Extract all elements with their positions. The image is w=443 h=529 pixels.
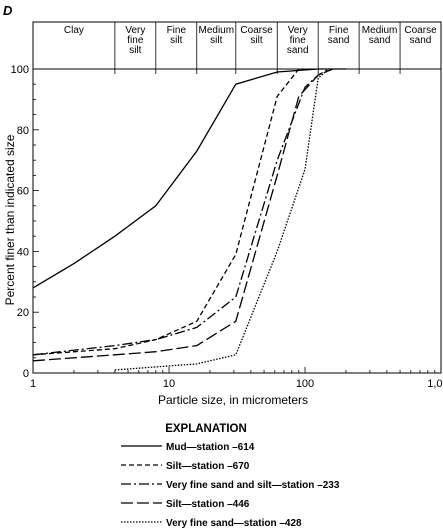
y-axis-title: Percent finer than indicated size (3, 134, 17, 305)
size-class-label: sand (369, 35, 391, 46)
size-class-band: Clay VeryfinesiltFinesiltMediumsiltCoarse… (32, 21, 442, 70)
size-class-label: Fine (329, 25, 349, 36)
series-line-5 (114, 68, 330, 371)
axes: 1 10 100 1,000 0 20 40 60 80 100 (11, 64, 443, 390)
x-tick-label: 1 (30, 378, 36, 390)
series-line-4 (32, 68, 334, 362)
size-class-label: Coarse (404, 25, 437, 36)
size-class-label: Clay (64, 25, 84, 36)
x-axis-title: Particle size, in micrometers (158, 393, 308, 407)
y-tick-label: 40 (17, 246, 29, 258)
size-class-label: Medium (199, 25, 235, 36)
legend-label-5: Very fine sand—station –428 (166, 518, 302, 529)
size-class-label: silt (210, 35, 222, 46)
y-tick-label: 20 (17, 307, 29, 319)
x-tick-label: 100 (296, 378, 314, 390)
y-tick-label: 60 (17, 186, 29, 198)
plot-border (32, 68, 442, 374)
size-class-label: sand (328, 35, 350, 46)
y-tick-label: 80 (17, 125, 29, 137)
y-tick-label: 100 (11, 64, 29, 76)
size-class-label: fine (290, 35, 307, 46)
series-group (32, 68, 346, 371)
legend-label-4: Silt—station –446 (166, 499, 250, 510)
legend-label-3: Very fine sand and silt—station –233 (166, 480, 340, 491)
size-class-label: Very (125, 25, 145, 36)
legend-label-1: Mud—station –614 (166, 442, 255, 453)
series-line-1 (32, 68, 346, 289)
size-class-label: silt (250, 35, 262, 46)
size-class-label: sand (287, 45, 309, 56)
panel-letter: D (3, 3, 13, 18)
x-tick-label: 1,000 (427, 378, 443, 390)
x-tick-label: 10 (163, 378, 175, 390)
plot-frame (32, 68, 442, 374)
size-class-label: Fine (167, 25, 187, 36)
series-line-2 (32, 68, 300, 356)
size-class-label: silt (170, 35, 182, 46)
size-class-label: sand (410, 35, 432, 46)
legend-title: EXPLANATION (165, 423, 247, 435)
series-line-3 (32, 68, 330, 356)
y-tick-label: 0 (23, 368, 29, 380)
size-class-label: silt (129, 45, 141, 56)
legend-label-2: Silt—station –670 (166, 461, 250, 472)
legend: Mud—station –614 Silt—station –670 Very fi… (121, 442, 340, 529)
size-class-label: Coarse (240, 25, 273, 36)
size-class-label: fine (127, 35, 144, 46)
size-class-label: Medium (362, 25, 398, 36)
size-class-label: Very (288, 25, 308, 36)
